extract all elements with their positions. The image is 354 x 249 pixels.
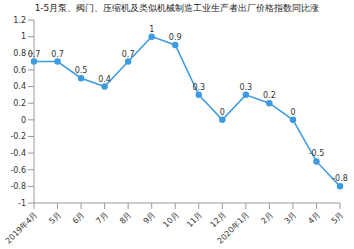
svg-text:0.5: 0.5: [75, 66, 88, 75]
svg-text:0: 0: [21, 116, 26, 125]
svg-text:3月: 3月: [283, 210, 299, 226]
svg-text:0: 0: [290, 108, 295, 117]
svg-text:0.7: 0.7: [51, 50, 64, 59]
svg-text:6月: 6月: [71, 210, 87, 226]
html-text:1-5月泵、阀门、压缩机及类似机械制造工业生产者出厂价格指数: 1-5月泵、阀门、压缩机及类似机械制造工业生产者出厂价格指数同比涨: [34, 3, 320, 13]
svg-text:0.7: 0.7: [122, 50, 135, 59]
svg-text:-0.8: -0.8: [332, 174, 346, 183]
svg-text:5月: 5月: [330, 210, 346, 226]
svg-text:2019年4月: 2019年4月: [8, 210, 39, 246]
svg-text:9月: 9月: [142, 210, 158, 226]
svg-text:-0.8: -0.8: [10, 182, 26, 191]
svg-text:8月: 8月: [118, 210, 134, 226]
svg-text:2月: 2月: [259, 210, 275, 226]
svg-text:1.2: 1.2: [13, 16, 26, 25]
svg-text:12月: 12月: [209, 210, 228, 229]
svg-text:5月: 5月: [47, 210, 63, 226]
svg-text:0.3: 0.3: [239, 83, 252, 92]
svg-text:10月: 10月: [161, 210, 180, 229]
svg-text:0.7: 0.7: [28, 50, 41, 59]
svg-text:-0.4: -0.4: [10, 149, 26, 158]
svg-text:0.4: 0.4: [98, 75, 111, 84]
svg-text:0.2: 0.2: [13, 99, 26, 108]
svg-text:1: 1: [21, 32, 26, 41]
svg-text:0.3: 0.3: [192, 83, 205, 92]
svg-text:7月: 7月: [94, 210, 110, 226]
svg-text:4月: 4月: [306, 210, 322, 226]
svg-text:2020年1月: 2020年1月: [216, 210, 252, 246]
svg-text:11月: 11月: [185, 210, 204, 229]
svg-text:0.6: 0.6: [13, 66, 26, 75]
svg-text:1: 1: [149, 25, 154, 34]
svg-text:0.8: 0.8: [13, 49, 26, 58]
svg-text:-0.2: -0.2: [10, 132, 26, 141]
svg-text:0.9: 0.9: [169, 33, 182, 42]
svg-text:0.2: 0.2: [263, 91, 276, 100]
svg-text:0.4: 0.4: [13, 82, 26, 91]
svg-text:0: 0: [220, 108, 225, 117]
svg-text:-0.5: -0.5: [309, 149, 325, 158]
svg-text:-0.6: -0.6: [10, 166, 26, 175]
svg-text:-1: -1: [18, 199, 26, 208]
